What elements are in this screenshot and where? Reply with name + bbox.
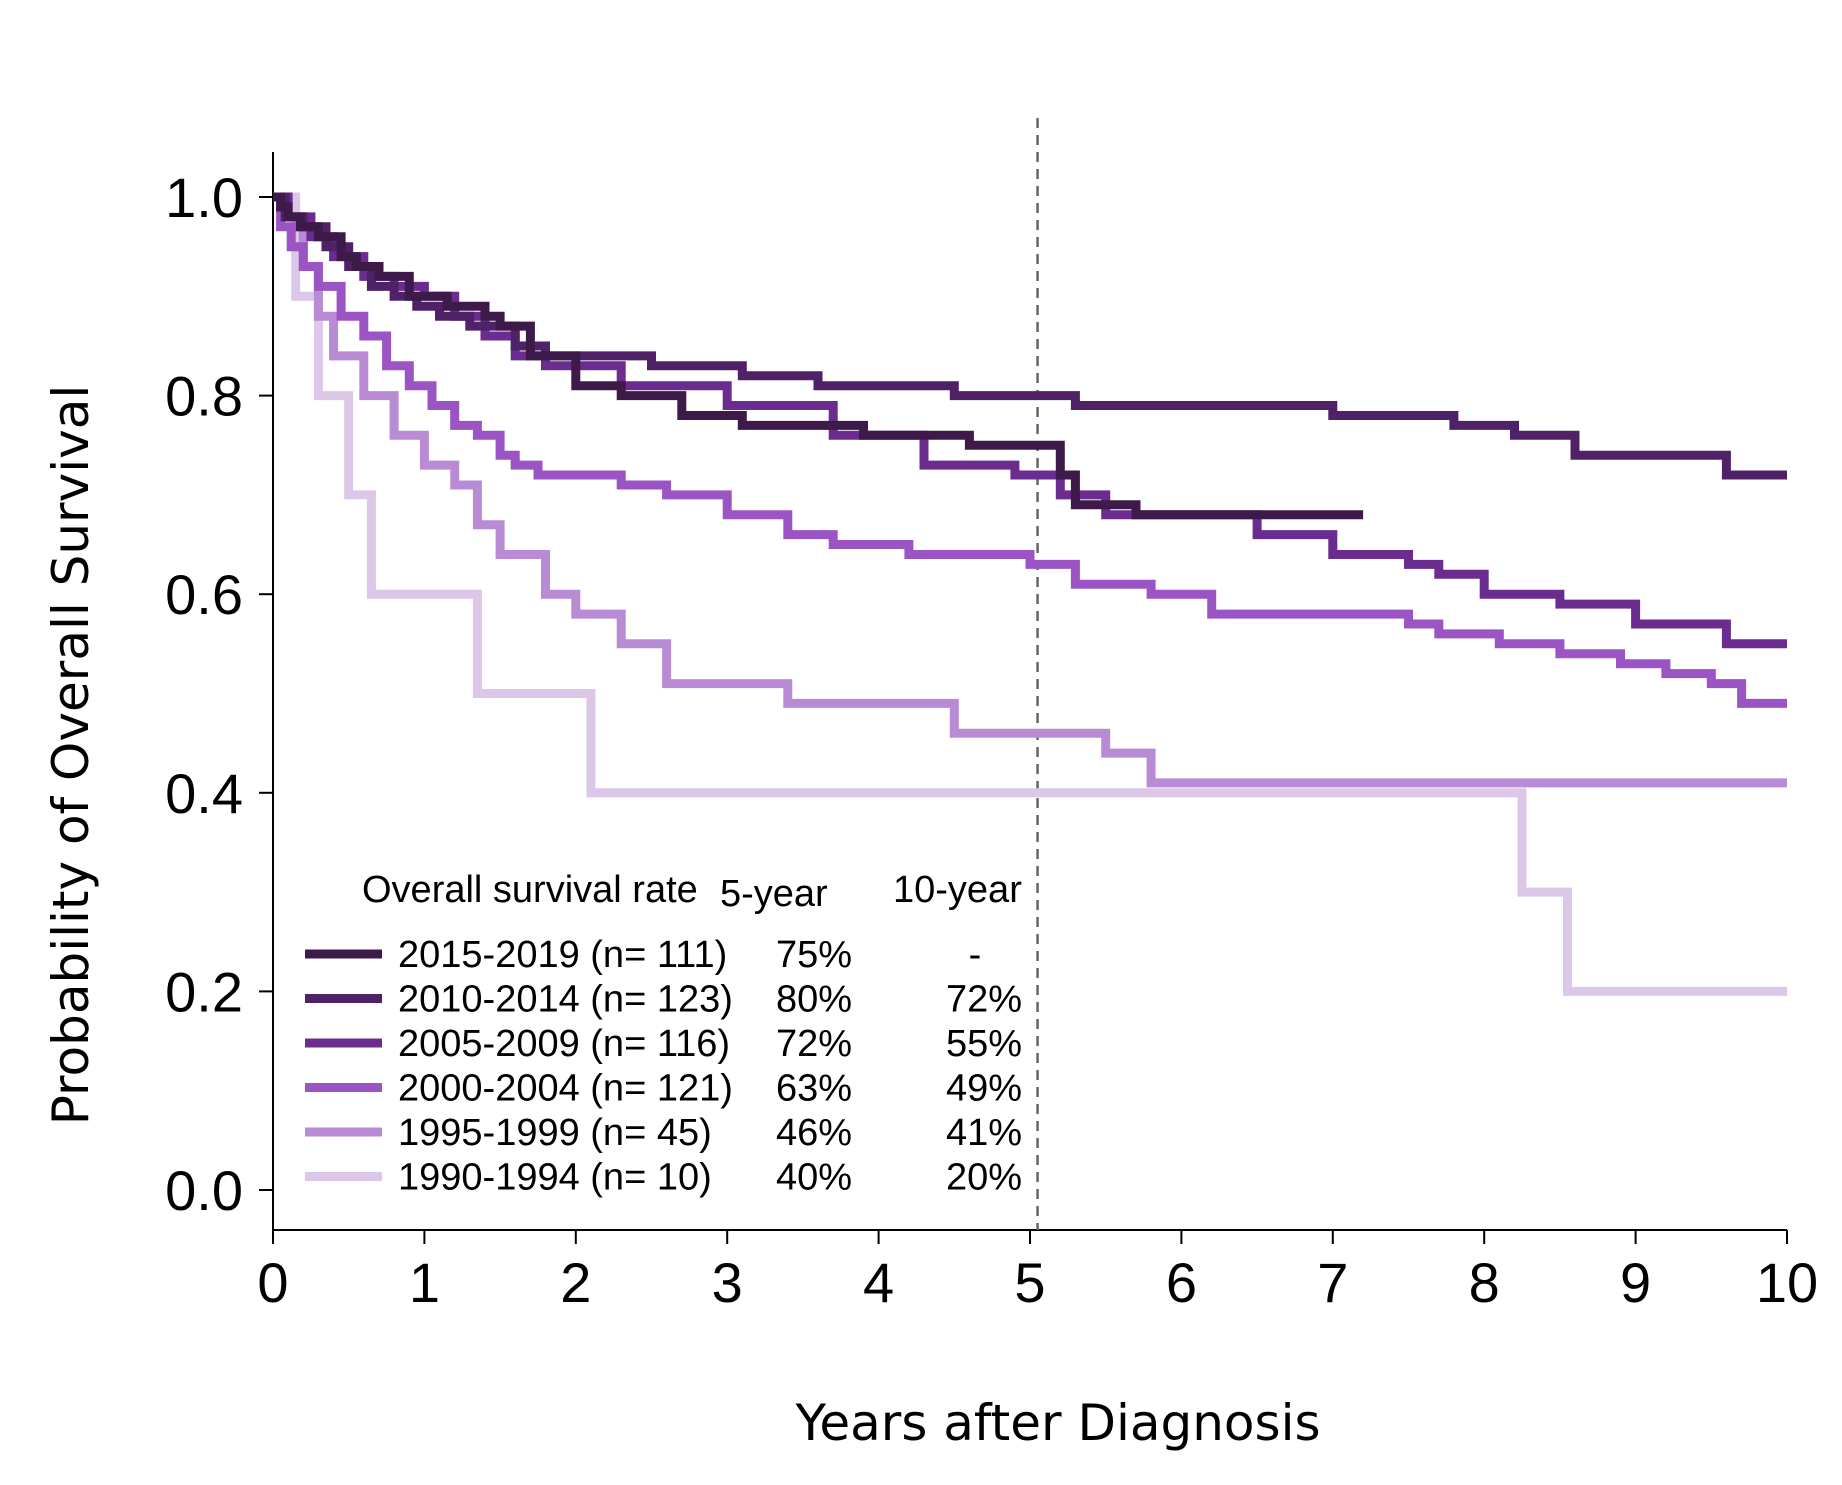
axes: 0 1 2 3 4 5 6 7 8 9 10 0.0 0.2 0.4 0.6 0.8 1.0 (165, 118, 1818, 1314)
x-tick-label: 2 (560, 1251, 591, 1314)
x-tick-label: 0 (257, 1251, 288, 1314)
legend-5yr-value: 40% (776, 1157, 852, 1199)
legend-5yr-value: 46% (776, 1112, 852, 1154)
legend-col-5yr: 5-year (720, 873, 828, 915)
legend-10yr-value: 41% (946, 1112, 1022, 1154)
y-tick-label: 0.8 (165, 365, 243, 428)
y-tick-label: 0.2 (165, 960, 243, 1023)
x-tick-label: 4 (863, 1251, 894, 1314)
x-tick-label: 5 (1014, 1251, 1045, 1314)
legend-10yr-value: - (969, 934, 982, 976)
series-line (273, 192, 1787, 649)
legend-5yr-value: 75% (776, 934, 852, 976)
legend-series-name: 2005-2009 (n= 116) (398, 1023, 730, 1065)
legend-5yr-value: 72% (776, 1023, 852, 1065)
x-tick-label: 8 (1469, 1251, 1500, 1314)
legend-series-name: 1995-1999 (n= 45) (398, 1112, 712, 1154)
y-axis-title: Probability of Overall Survival (42, 385, 100, 1125)
series-line (273, 192, 1787, 708)
legend-series-name: 2015-2019 (n= 111) (398, 934, 727, 976)
y-tick-label: 0.6 (165, 563, 243, 626)
legend-5yr-value: 63% (776, 1068, 852, 1110)
legend-series-name: 1990-1994 (n= 10) (398, 1157, 712, 1199)
legend-header: Overall survival rate (362, 869, 698, 911)
legend-10yr-value: 20% (946, 1157, 1022, 1199)
legend-10yr-value: 72% (946, 979, 1022, 1021)
y-tick-label: 1.0 (165, 166, 243, 229)
x-tick-label: 10 (1756, 1251, 1818, 1314)
y-tick-label: 0.0 (165, 1159, 243, 1222)
series-line (273, 192, 1787, 788)
legend-5yr-value: 80% (776, 979, 852, 1021)
legend-10yr-value: 49% (946, 1068, 1022, 1110)
series-lines (273, 192, 1787, 996)
legend-series-name: 2010-2014 (n= 123) (398, 979, 733, 1021)
legend-10yr-value: 55% (946, 1023, 1022, 1065)
legend: Overall survival rate 5-year 10-year 2015-2… (305, 869, 1022, 1199)
x-tick-label: 3 (712, 1251, 743, 1314)
legend-series-name: 2000-2004 (n= 121) (398, 1068, 733, 1110)
x-tick-label: 6 (1166, 1251, 1197, 1314)
series-line (273, 192, 1364, 520)
y-tick-label: 0.4 (165, 762, 243, 825)
x-axis-title: Years after Diagnosis (794, 1394, 1320, 1452)
x-tick-label: 1 (409, 1251, 440, 1314)
x-tick-label: 9 (1620, 1251, 1651, 1314)
legend-col-10yr: 10-year (893, 869, 1022, 911)
x-tick-label: 7 (1317, 1251, 1348, 1314)
